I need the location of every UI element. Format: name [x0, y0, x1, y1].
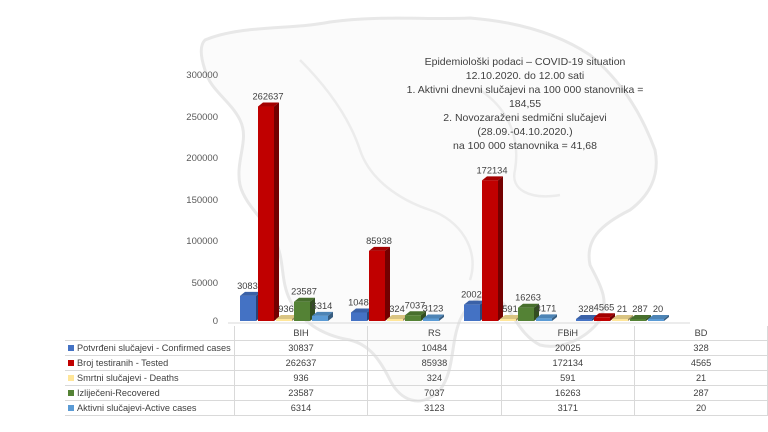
bar-bih-series-2: [276, 315, 297, 321]
header-bd: BD: [634, 326, 768, 341]
cell: 287: [634, 385, 768, 401]
title-line-5: na 100 000 stanovnika = 41,68: [453, 140, 597, 152]
data-label: 23587: [291, 287, 317, 297]
data-label: 85938: [366, 236, 392, 246]
bar-bih-series-1: [258, 102, 279, 321]
data-label: 16263: [515, 293, 541, 303]
legend-swatch-deaths: [68, 374, 74, 381]
bar-bd-series-0: [576, 315, 597, 321]
y-tick-150000: 150000: [186, 195, 218, 206]
legend-swatch-recovered: [68, 389, 74, 396]
bar-fbih-series-1: [482, 176, 503, 321]
table-row-recovered: Izliječeni-Recovered 23587 7037 16263 28…: [65, 385, 768, 401]
table-row-tested: Broj testiranih - Tested 262637 85938 17…: [65, 355, 768, 371]
cell: 20025: [500, 340, 636, 356]
data-label: 6314: [312, 301, 333, 311]
data-label: 10484: [348, 297, 374, 307]
y-tick-0: 0: [212, 316, 218, 327]
bar-rs-series-2: [387, 315, 408, 321]
data-label: 3171: [536, 303, 557, 313]
cell: 328: [634, 340, 768, 356]
cell: 10484: [367, 340, 502, 356]
header-fbih: FBiH: [500, 326, 636, 341]
cell: 591: [500, 370, 636, 386]
cell: 30837: [233, 340, 369, 356]
table-header-row: BIH RS FBiH BD: [65, 326, 768, 341]
cell: 324: [367, 370, 502, 386]
y-tick-100000: 100000: [186, 236, 218, 247]
cell: 936: [233, 370, 369, 386]
title-line-2: 12.10.2020. do 12.00 sati: [465, 70, 585, 82]
cell: 3171: [500, 400, 636, 416]
cell: 16263: [500, 385, 636, 401]
table-row-confirmed: Potvrđeni slučajevi - Confirmed cases 30…: [65, 340, 768, 356]
data-label: 591: [502, 304, 518, 314]
header-bih: BIH: [233, 326, 369, 341]
y-tick-250000: 250000: [186, 112, 218, 123]
data-label: 4565: [594, 302, 615, 312]
bar-bih-series-0: [240, 291, 261, 321]
bar-bd-series-4: [648, 315, 669, 321]
data-label: 324: [389, 304, 405, 314]
chart-data-table: BIH RS FBiH BD Potvrđeni slučajevi - Con…: [65, 326, 768, 416]
row-label: Izliječeni-Recovered: [77, 388, 160, 398]
title-line-1: Epidemiološki podaci – COVID-19 situatio…: [424, 56, 626, 68]
bar-bd-series-3: [630, 315, 651, 321]
data-label: 20025: [461, 290, 487, 300]
legend-swatch-tested: [68, 359, 74, 366]
cell: 6314: [233, 400, 369, 416]
title-line-4: 2. Novozaraženi sedmični slučajevi (28.0…: [443, 112, 607, 138]
data-label: 287: [632, 304, 648, 314]
header-rs: RS: [367, 326, 502, 341]
bar-fbih-series-3: [518, 303, 539, 321]
row-label: Potvrđeni slučajevi - Confirmed cases: [77, 343, 231, 353]
cell: 262637: [233, 355, 369, 371]
bar-bd-series-1: [594, 313, 615, 321]
data-label: 20: [653, 304, 663, 314]
table-row-deaths: Smrtni slučajevi - Deaths 936 324 591 21: [65, 370, 768, 386]
title-line-3: 1. Aktivni dnevni slučajevi na 100 000 s…: [406, 84, 644, 110]
data-label: 30837: [237, 281, 263, 291]
cell: 7037: [367, 385, 502, 401]
bar-fbih-series-0: [464, 300, 485, 321]
bar-rs-series-1: [369, 246, 390, 321]
legend-swatch-active: [68, 404, 74, 411]
data-label: 328: [578, 304, 594, 314]
cell: 20: [634, 400, 768, 416]
data-label: 936: [278, 304, 294, 314]
bar-rs-series-4: [423, 314, 444, 321]
cell: 172134: [500, 355, 636, 371]
data-label: 172134: [476, 165, 507, 175]
data-label: 7037: [405, 300, 426, 310]
bar-fbih-series-4: [536, 314, 557, 321]
cell: 85938: [367, 355, 502, 371]
data-label: 21: [617, 304, 627, 314]
bar-rs-series-0: [351, 308, 372, 321]
cell: 23587: [233, 385, 369, 401]
bar-fbih-series-2: [500, 315, 521, 321]
y-tick-200000: 200000: [186, 153, 218, 164]
chart-title-block: Epidemiološki podaci – COVID-19 situatio…: [405, 55, 645, 153]
data-label: 262637: [252, 92, 283, 102]
cell: 3123: [367, 400, 502, 416]
row-label: Broj testiranih - Tested: [77, 358, 169, 368]
row-label: Aktivni slučajevi-Active cases: [77, 403, 197, 413]
y-tick-50000: 50000: [191, 278, 218, 289]
row-label: Smrtni slučajevi - Deaths: [77, 373, 179, 383]
table-row-active: Aktivni slučajevi-Active cases 6314 3123…: [65, 400, 768, 416]
cell: 4565: [634, 355, 768, 371]
y-tick-300000: 300000: [186, 70, 218, 81]
cell: 21: [634, 370, 768, 386]
bar-bd-series-2: [612, 315, 633, 321]
data-label: 3123: [423, 303, 444, 313]
bar-rs-series-3: [405, 311, 426, 321]
legend-swatch-confirmed: [68, 344, 74, 351]
bar-bih-series-4: [312, 311, 333, 321]
